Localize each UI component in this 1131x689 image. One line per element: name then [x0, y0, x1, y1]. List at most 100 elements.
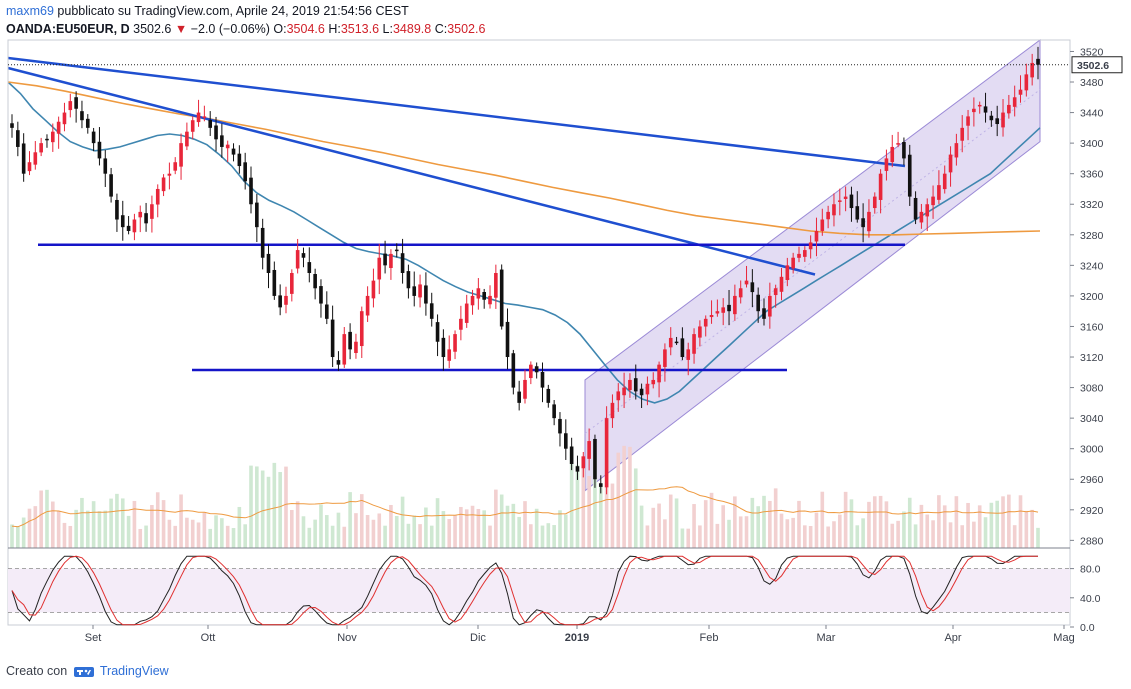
volume-bar — [698, 525, 702, 548]
candle-body — [727, 304, 731, 312]
volume-bar — [505, 505, 510, 548]
volume-bar — [80, 497, 84, 548]
candle-body — [301, 253, 306, 258]
candle-body — [645, 383, 650, 395]
volume-bar — [120, 498, 125, 548]
volume-bar — [418, 524, 422, 548]
candle-body — [330, 319, 335, 358]
axes: 2880 2920 2960 3000 3040 3080 3120 3160 3200 3240… — [7, 39, 1104, 644]
candle-body — [523, 379, 527, 399]
candle-body — [826, 211, 830, 220]
volume-bar — [878, 495, 883, 548]
candle-body — [575, 466, 580, 472]
candle-body — [1036, 58, 1040, 65]
candle-body — [598, 483, 603, 487]
candle-body — [616, 391, 621, 401]
volume-bar — [179, 494, 183, 548]
candle-body — [750, 282, 755, 293]
candle-body — [91, 131, 96, 144]
change-value: −2.0 (−0.06%) — [190, 22, 270, 36]
x-tick-label: Apr — [944, 632, 961, 644]
volume-bar — [62, 522, 67, 548]
candle-body — [214, 125, 218, 140]
volume-bar — [604, 483, 609, 548]
volume-bar — [674, 498, 679, 548]
candle-body — [190, 120, 195, 132]
y-tick-label: 3160 — [1080, 321, 1104, 333]
volume-bar — [534, 508, 539, 548]
symbol-name: OANDA:EU50EUR, D — [6, 22, 130, 36]
volume-bar — [1012, 525, 1017, 548]
volume-bar — [45, 489, 49, 548]
candle-body — [33, 152, 38, 165]
stoch-tick-label: 40.0 — [1080, 593, 1101, 605]
low-label: L: — [382, 22, 393, 36]
ma-slow-line — [7, 81, 1041, 236]
volume-bar — [668, 494, 673, 548]
y-tick-label: 3120 — [1080, 352, 1104, 364]
x-tick-label: Mar — [817, 632, 836, 644]
volume-average-line — [11, 486, 1039, 528]
y-tick-label: 3040 — [1080, 413, 1104, 425]
candle-body — [62, 112, 67, 125]
candle-body — [581, 456, 586, 469]
volume-bar — [453, 514, 457, 548]
volume-bar — [167, 519, 172, 548]
y-tick-label: 3360 — [1080, 169, 1104, 181]
volume-bar — [1001, 496, 1005, 548]
candle-body — [692, 334, 696, 354]
candle-body — [255, 202, 259, 228]
candle-body — [453, 334, 457, 352]
volume-bar — [348, 492, 352, 548]
volume-bar — [820, 491, 825, 548]
volume-bar — [616, 452, 621, 548]
candle-body — [394, 249, 399, 252]
candle-body — [208, 119, 213, 128]
author-name[interactable]: maxm69 — [6, 4, 54, 18]
volume-bar — [925, 514, 930, 548]
tradingview-link[interactable]: TradingView — [99, 664, 169, 678]
volume-bar — [511, 503, 516, 548]
volume-bar — [733, 496, 737, 548]
candle-body — [983, 106, 988, 113]
candle-body — [972, 108, 976, 113]
stochastic-pane: 80.0 40.0 0.0 — [8, 555, 1101, 634]
candle-body — [733, 295, 737, 315]
candle-body — [878, 173, 883, 200]
candle-body — [97, 141, 102, 159]
candle-body — [563, 433, 568, 449]
candle-body — [371, 280, 376, 299]
candle-body — [808, 242, 813, 250]
volume-bar — [266, 476, 271, 548]
candle-body — [482, 292, 487, 300]
candle-body — [266, 253, 271, 273]
candle-body — [120, 215, 125, 228]
volume-bar — [686, 528, 691, 548]
y-tick-label: 3200 — [1080, 291, 1104, 303]
candle-body — [494, 272, 498, 298]
volume-bar — [476, 508, 481, 548]
candle-body — [639, 388, 644, 396]
y-tick-label: 3240 — [1080, 260, 1104, 272]
candle-body — [552, 404, 556, 419]
candle-body — [779, 276, 784, 292]
candle-body — [132, 219, 137, 233]
volume-bar — [633, 468, 638, 548]
candle-body — [1024, 74, 1029, 91]
candle-body — [412, 286, 417, 296]
x-tick-label: Feb — [700, 632, 719, 644]
volume-bar — [540, 525, 545, 548]
volume-bar — [709, 492, 714, 548]
candle-body — [10, 123, 14, 128]
candle-body — [424, 285, 428, 304]
volume-bar — [907, 497, 912, 548]
candle-body — [668, 337, 673, 348]
candle-body — [464, 303, 469, 323]
candle-body — [278, 295, 282, 308]
x-tick-label: Dic — [470, 632, 486, 644]
candle-body — [890, 146, 895, 163]
candle-body — [872, 196, 877, 209]
stoch-d-line — [11, 555, 1038, 626]
volume-bar — [237, 506, 242, 548]
